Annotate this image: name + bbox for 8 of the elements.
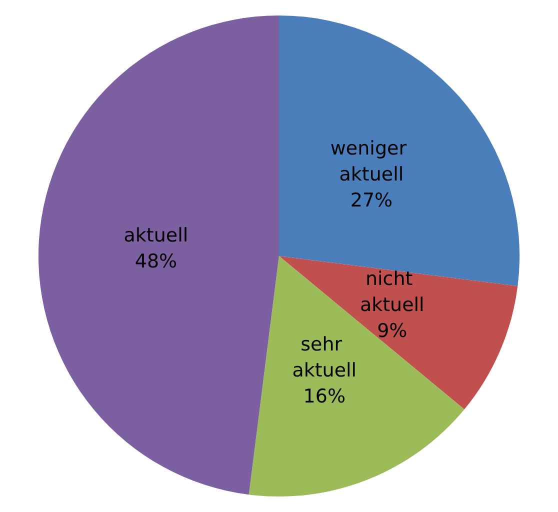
data-label: 9% — [377, 320, 408, 342]
slice-label: aktuell — [124, 224, 188, 246]
slice-label: nicht aktuell — [360, 268, 424, 316]
data-label: 16% — [303, 386, 346, 408]
slice-label: sehr aktuell — [292, 334, 357, 382]
data-label: 48% — [134, 250, 178, 272]
slice-label: weniger aktuell — [330, 137, 413, 186]
data-label: 27% — [350, 189, 393, 212]
